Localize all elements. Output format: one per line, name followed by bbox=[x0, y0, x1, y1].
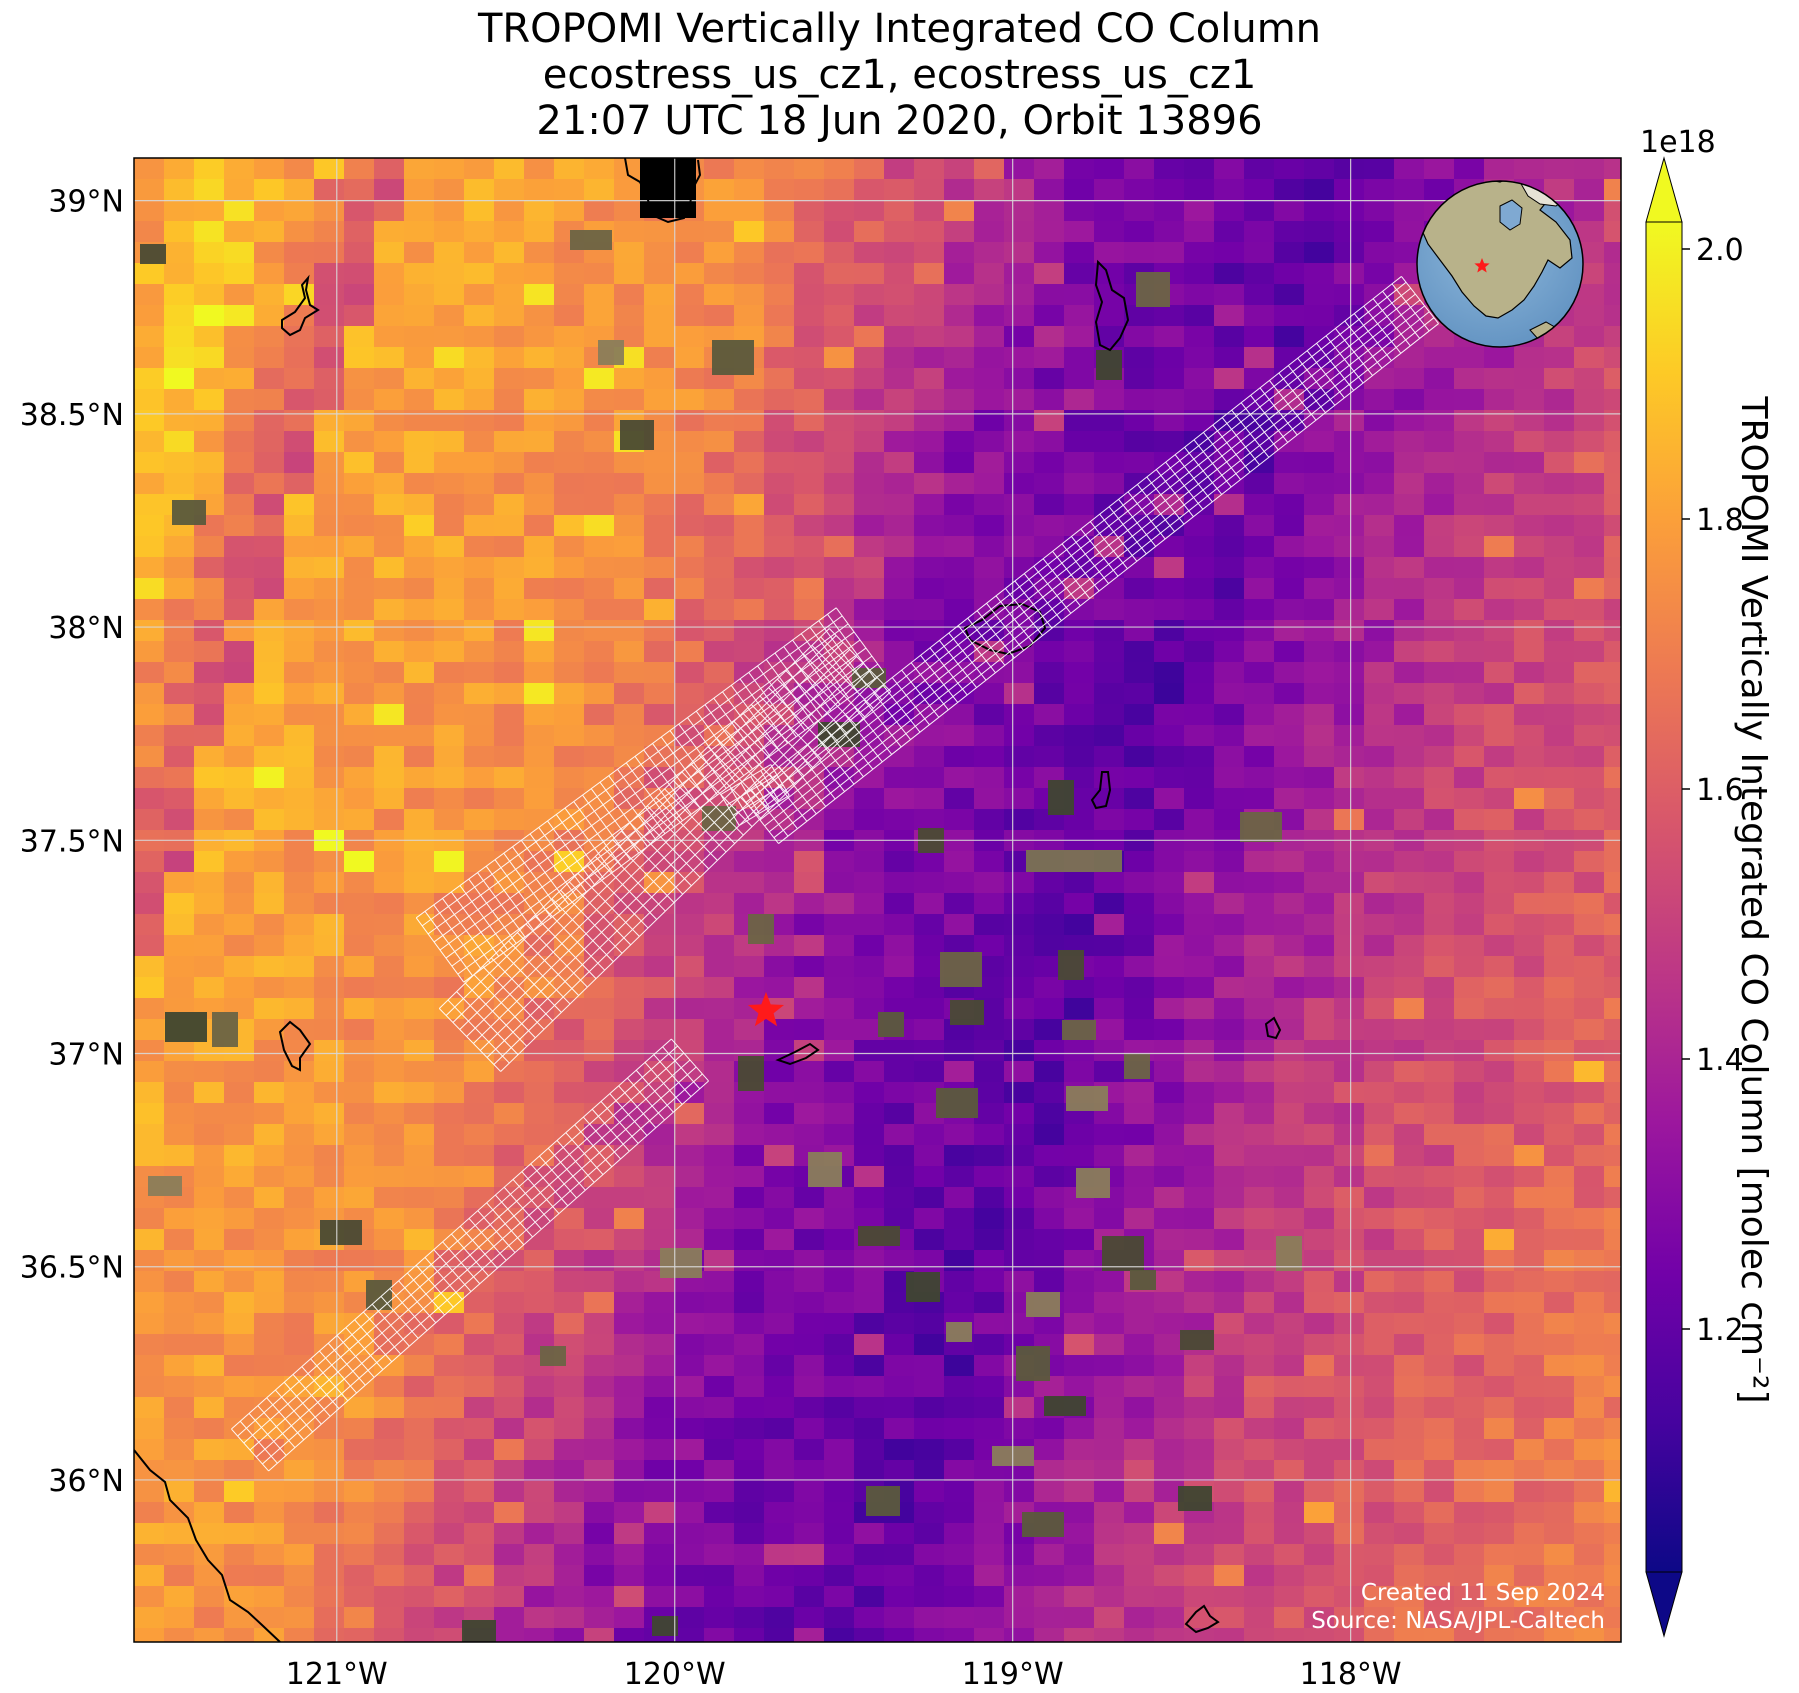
lat-lon-gridlines bbox=[134, 158, 1621, 1642]
lat-tick-label: 39°N bbox=[48, 185, 124, 220]
colorbar-ticks: 1.2 1.4 1.6 1.8 2.0 bbox=[1682, 233, 1744, 1348]
credits: Created 11 Sep 2024 Source: NASA/JPL-Cal… bbox=[1311, 1580, 1605, 1634]
title-line-1: TROPOMI Vertically Integrated CO Column bbox=[477, 6, 1322, 52]
figure-title: TROPOMI Vertically Integrated CO Column … bbox=[0, 6, 1799, 144]
lon-tick-label: 121°W bbox=[286, 1657, 388, 1692]
credit-source: Source: NASA/JPL-Caltech bbox=[1311, 1608, 1605, 1634]
colorbar-exponent: 1e18 bbox=[1640, 125, 1716, 160]
colorbar-tick-label: 2.0 bbox=[1696, 233, 1744, 268]
lake-outline bbox=[278, 1020, 312, 1072]
lake-outline bbox=[1094, 259, 1130, 352]
satellite-ground-patches bbox=[140, 158, 1302, 1642]
target-star-marker bbox=[747, 991, 784, 1027]
latitude-tick-labels: 36°N 36.5°N 37°N 37.5°N 38°N 38.5°N 39°N bbox=[20, 185, 124, 1499]
inset-globe bbox=[1416, 180, 1584, 348]
co-column-cells bbox=[134, 158, 1621, 1642]
hudson-bay bbox=[1499, 199, 1523, 231]
title-line-2: ecostress_us_cz1, ecostress_us_cz1 bbox=[542, 52, 1257, 98]
colorbar-label: TROPOMI Vertically Integrated CO Column … bbox=[1733, 395, 1774, 1403]
lon-tick-label: 120°W bbox=[624, 1657, 726, 1692]
coastline bbox=[134, 1449, 281, 1642]
colorbar-tick-label: 1.2 bbox=[1696, 1313, 1744, 1348]
colorbar-extend-min bbox=[1645, 1571, 1683, 1638]
lat-tick-label: 36°N bbox=[48, 1464, 124, 1499]
globe-location-marker bbox=[1474, 258, 1490, 273]
ecostress-swath-grid bbox=[231, 276, 1439, 1472]
colorbar-tick-label: 1.4 bbox=[1696, 1043, 1744, 1078]
colorbar-tick-label: 1.8 bbox=[1696, 503, 1744, 538]
colorbar: 1.2 1.4 1.6 1.8 2.0 1e18 TROPOMI Vertically … bbox=[1640, 125, 1774, 1638]
lat-tick-label: 38°N bbox=[48, 611, 124, 646]
globe-outline bbox=[1416, 180, 1584, 348]
title-line-3: 21:07 UTC 18 Jun 2020, Orbit 13896 bbox=[536, 98, 1263, 144]
lake-outline bbox=[1184, 1604, 1220, 1634]
lat-tick-label: 38.5°N bbox=[20, 398, 124, 433]
lon-tick-label: 119°W bbox=[962, 1657, 1064, 1692]
lake-outline bbox=[963, 602, 1047, 656]
lake-outline bbox=[281, 274, 320, 337]
lake-outline bbox=[1264, 1016, 1282, 1040]
lon-tick-label: 118°W bbox=[1300, 1657, 1402, 1692]
colorbar-tick-label: 1.6 bbox=[1696, 773, 1744, 808]
lat-tick-label: 37.5°N bbox=[20, 824, 124, 859]
lake-outline bbox=[775, 1042, 820, 1066]
lat-tick-label: 37°N bbox=[48, 1038, 124, 1073]
lat-tick-label: 36.5°N bbox=[20, 1251, 124, 1286]
longitude-tick-labels: 121°W 120°W 119°W 118°W bbox=[286, 1657, 1402, 1692]
colorbar-extend-max bbox=[1645, 156, 1683, 223]
lake-outline bbox=[624, 158, 702, 224]
coastline-outlines bbox=[134, 158, 1282, 1642]
colorbar-bar bbox=[1645, 221, 1683, 1573]
north-america-landmass bbox=[1417, 181, 1573, 319]
lake-outline bbox=[1090, 771, 1112, 810]
map-area[interactable]: Created 11 Sep 2024 Source: NASA/JPL-Cal… bbox=[134, 158, 1635, 1683]
credit-created: Created 11 Sep 2024 bbox=[1361, 1580, 1605, 1606]
map-frame bbox=[133, 157, 1622, 1643]
